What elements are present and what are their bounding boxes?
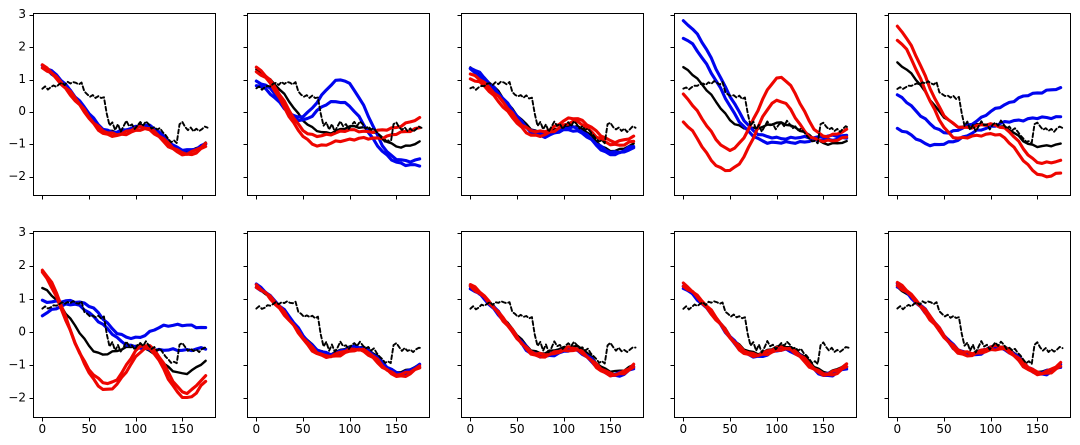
figure	[0, 0, 1080, 445]
line-plots-canvas	[0, 0, 1080, 445]
